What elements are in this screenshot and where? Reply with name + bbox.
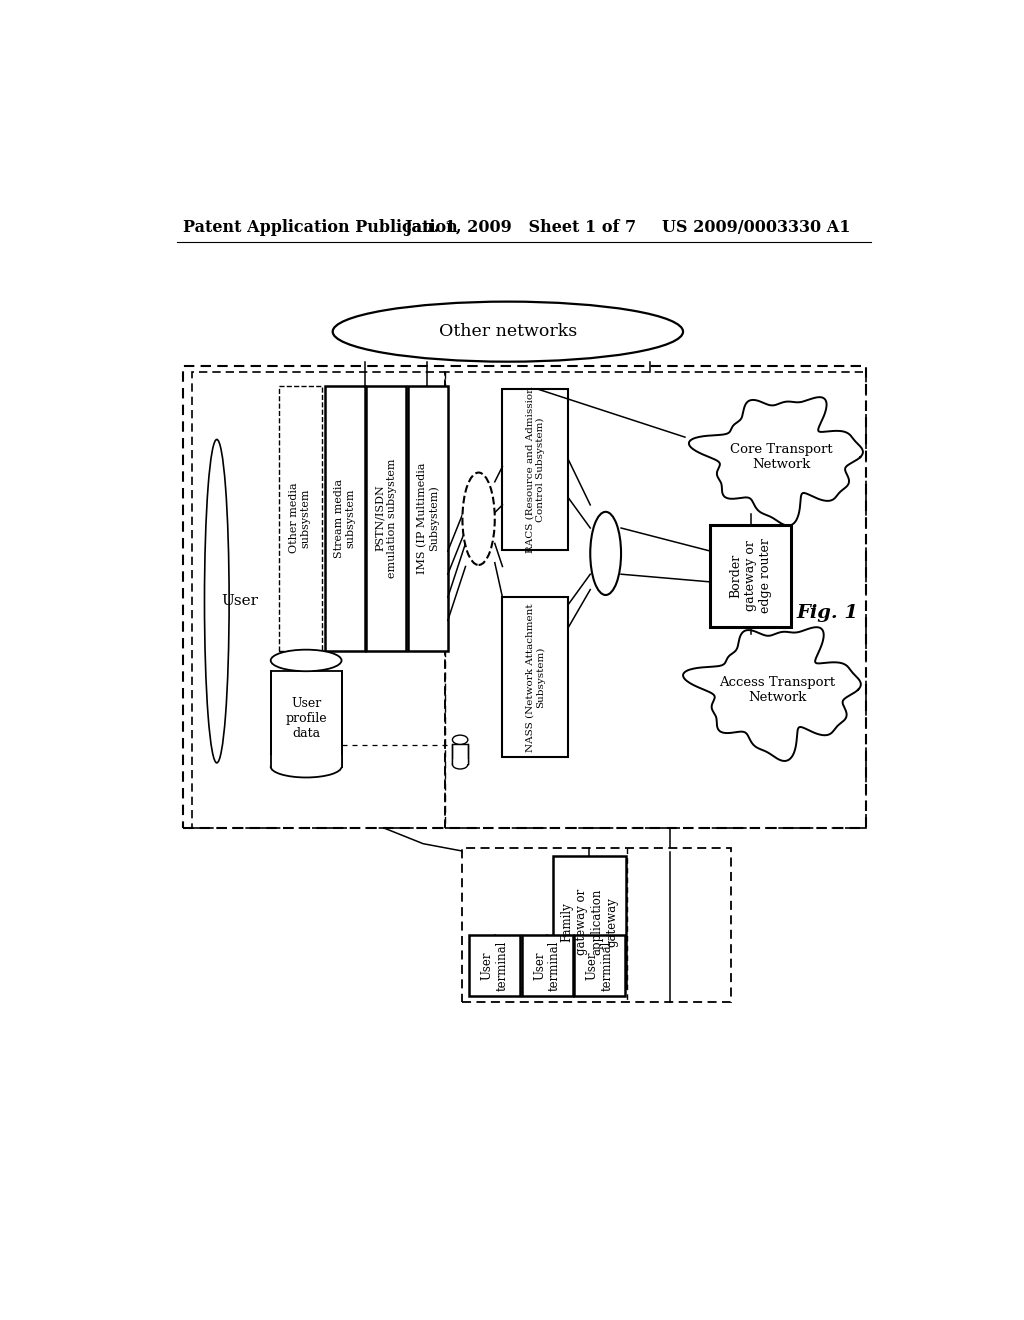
Text: Access Transport
Network: Access Transport Network [719,676,836,704]
Ellipse shape [333,302,683,362]
Text: Other media
subsystem: Other media subsystem [289,483,310,553]
FancyBboxPatch shape [270,755,342,767]
Text: US 2009/0003330 A1: US 2009/0003330 A1 [662,219,850,236]
Text: Core Transport
Network: Core Transport Network [730,444,833,471]
Ellipse shape [270,756,342,777]
FancyBboxPatch shape [553,857,627,989]
FancyBboxPatch shape [574,935,625,997]
FancyBboxPatch shape [469,935,520,997]
Text: Family
gateway or
application
gateway: Family gateway or application gateway [560,890,618,956]
Text: Patent Application Publication: Patent Application Publication [183,219,458,236]
Text: User: User [221,594,258,609]
Text: Jan. 1, 2009   Sheet 1 of 7: Jan. 1, 2009 Sheet 1 of 7 [403,219,636,236]
Text: Border
gateway or
edge router: Border gateway or edge router [729,539,772,614]
Ellipse shape [270,649,342,671]
Ellipse shape [463,473,495,565]
Polygon shape [683,627,861,760]
Text: RACS (Resource and Admission
Control Subsystem): RACS (Resource and Admission Control Sub… [525,385,545,553]
Text: User
profile
data: User profile data [286,697,327,741]
FancyBboxPatch shape [711,525,792,627]
FancyBboxPatch shape [503,598,568,758]
Text: NASS (Network Attachment
Subsystem): NASS (Network Attachment Subsystem) [525,603,545,751]
Polygon shape [689,397,863,525]
Text: User
terminal: User terminal [586,940,613,990]
Text: Fig. 1: Fig. 1 [797,603,858,622]
FancyBboxPatch shape [325,385,365,651]
FancyBboxPatch shape [270,671,342,767]
Text: PSTN/ISDN
emulation subsystem: PSTN/ISDN emulation subsystem [376,458,397,578]
Text: Stream media
subsystem: Stream media subsystem [334,478,355,557]
Ellipse shape [590,512,621,595]
FancyBboxPatch shape [521,935,572,997]
Text: Other networks: Other networks [438,323,577,341]
Text: User
terminal: User terminal [481,940,509,990]
FancyBboxPatch shape [453,744,468,764]
FancyBboxPatch shape [452,759,469,764]
FancyBboxPatch shape [462,849,731,1002]
Text: User
terminal: User terminal [534,940,561,990]
FancyBboxPatch shape [367,385,407,651]
Text: IMS (IP Multimedia
Subsystem): IMS (IP Multimedia Subsystem) [417,462,439,574]
Ellipse shape [453,760,468,770]
FancyBboxPatch shape [503,389,568,549]
FancyBboxPatch shape [280,385,322,651]
Ellipse shape [453,735,468,744]
FancyBboxPatch shape [408,385,447,651]
